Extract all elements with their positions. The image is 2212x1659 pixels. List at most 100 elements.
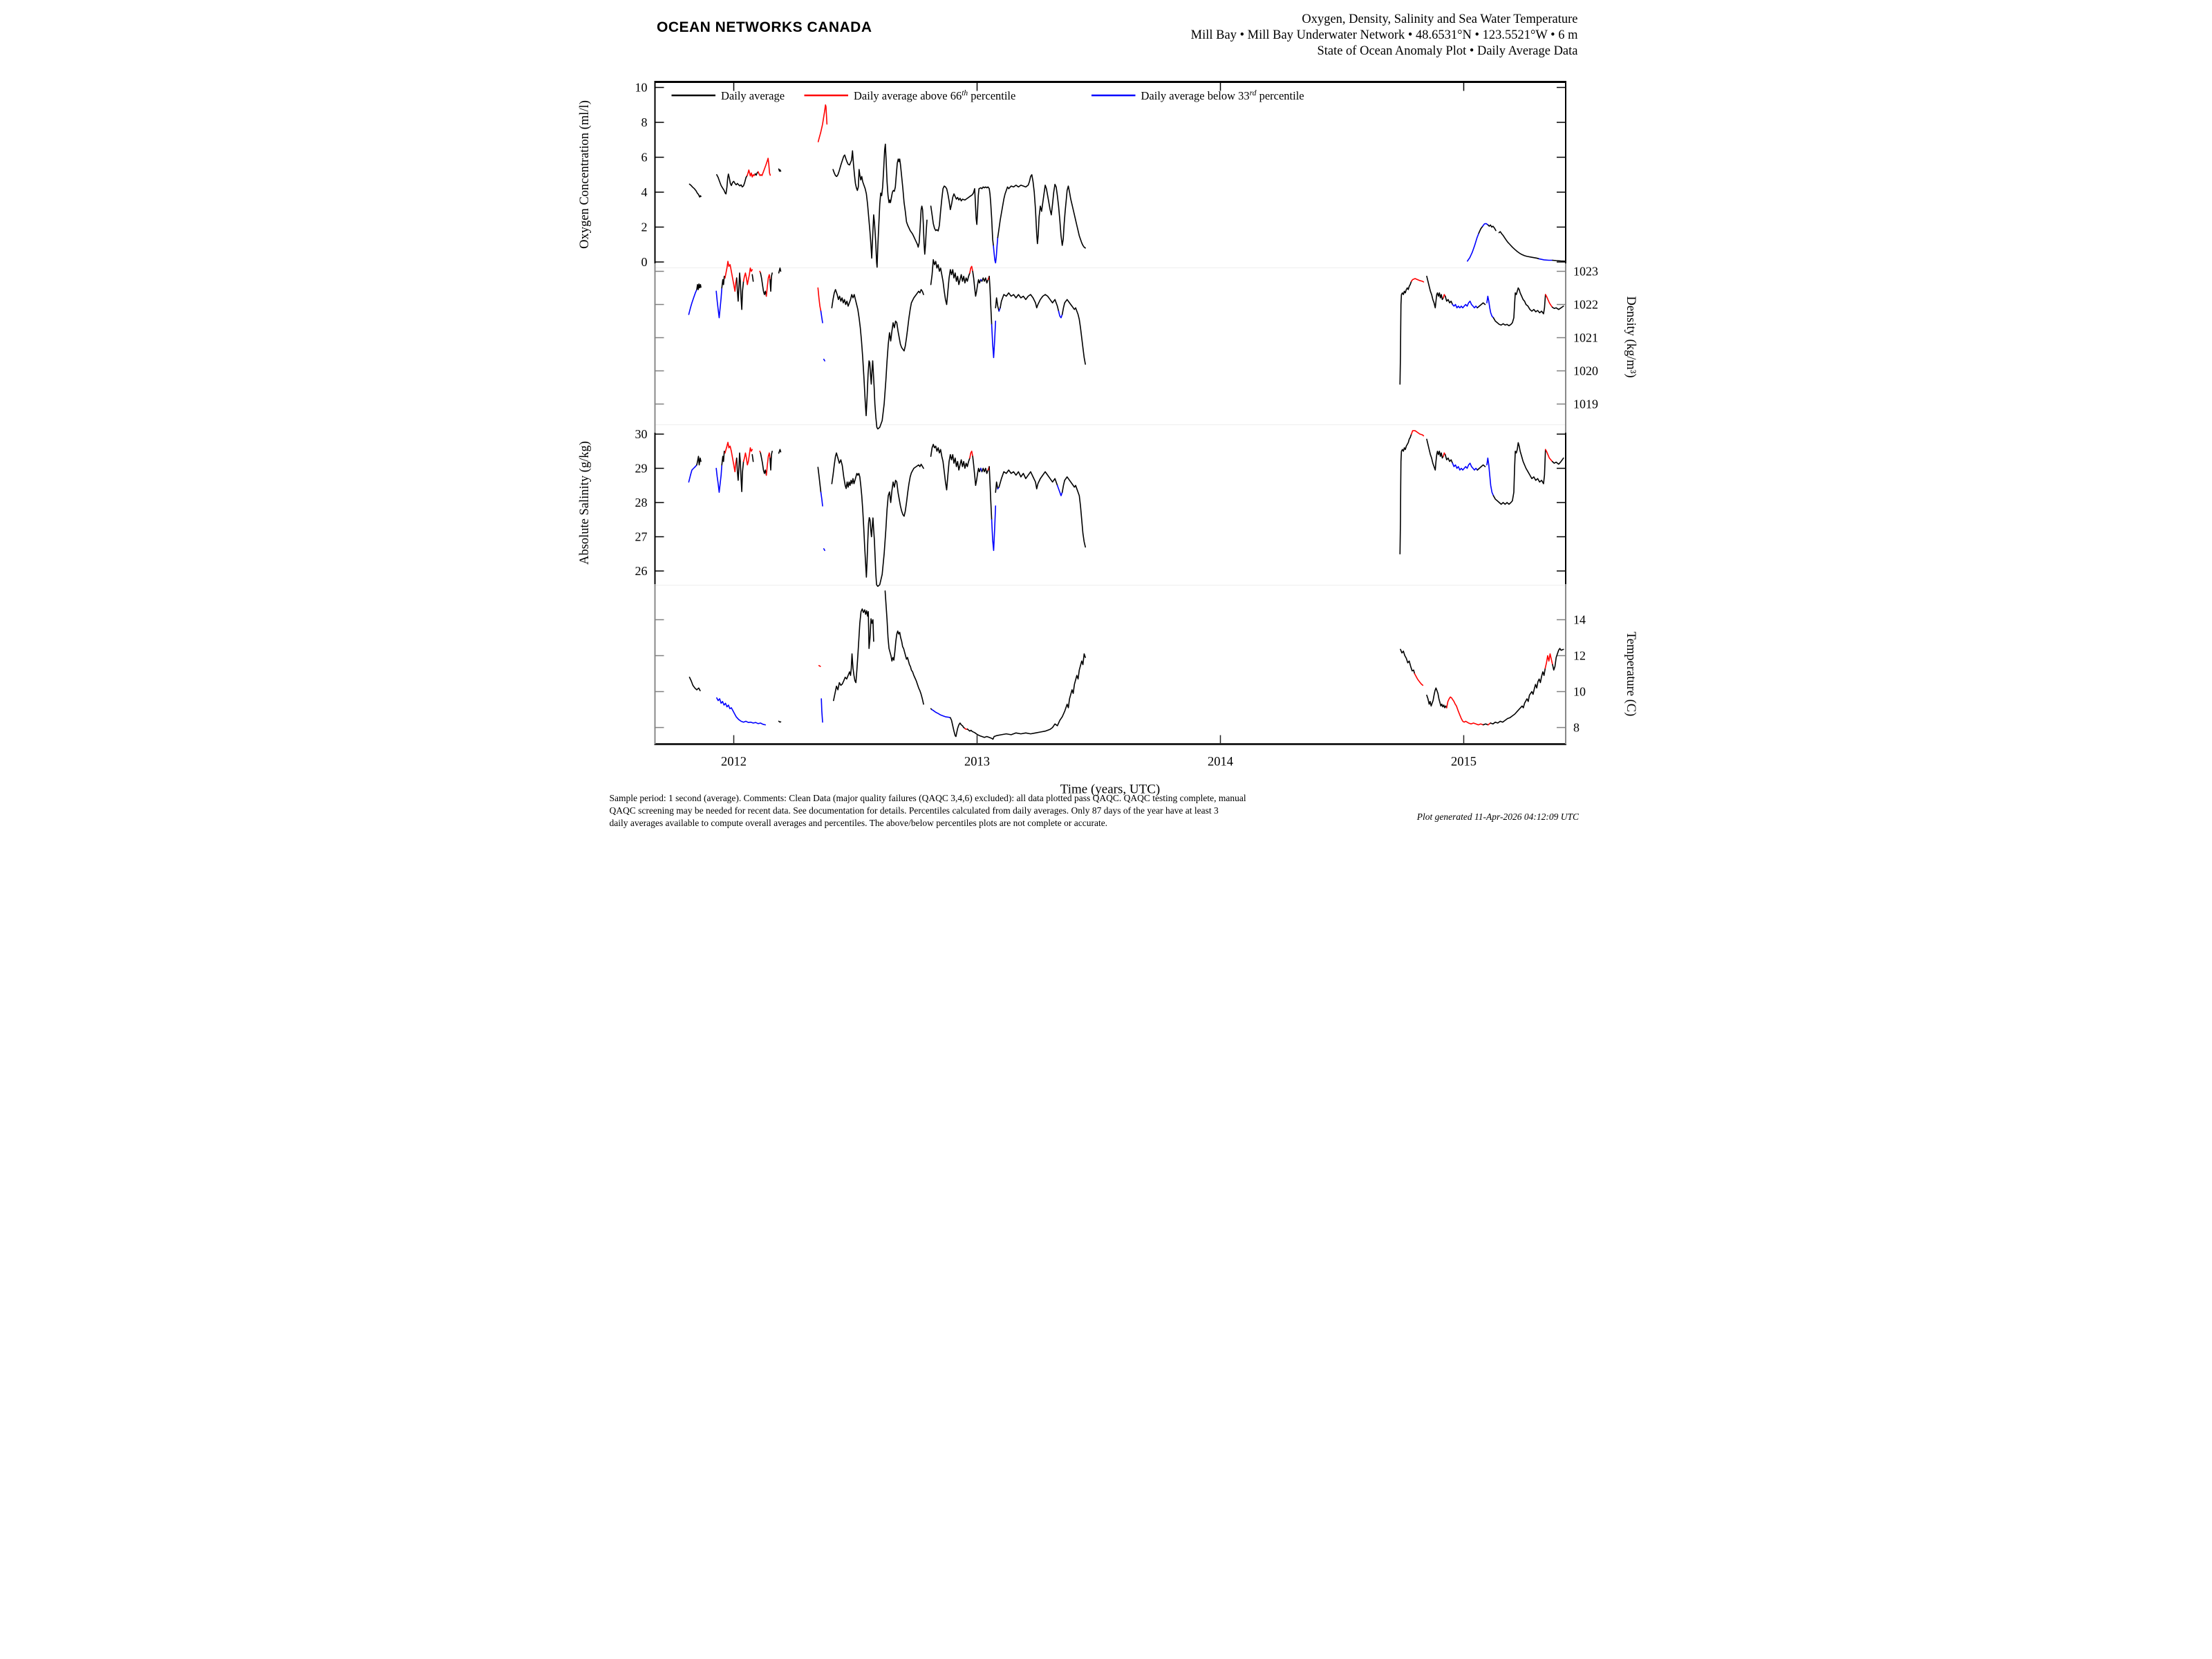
density-series-segment [995, 297, 1000, 312]
ocean-anomaly-screenshot: OCEAN NETWORKS CANADA Oxygen, Density, S… [553, 0, 1659, 830]
salinity-series-segment [760, 452, 767, 476]
time-axis-label: Time (years, UTC) [1060, 782, 1160, 797]
density-series-segment [991, 320, 997, 359]
oxygen-series-segment [716, 173, 748, 195]
onc-logo: OCEAN NETWORKS CANADA [657, 19, 872, 35]
temperature-series-segment [1490, 667, 1546, 725]
salinity-tick-label: 28 [635, 496, 648, 509]
footer-line2: QAQC screening may be needed for recent … [610, 805, 1219, 816]
plot-frame [654, 81, 1566, 745]
title-line2: Mill Bay • Mill Bay Underwater Network •… [1191, 28, 1578, 42]
oxygen-series-segment [1467, 232, 1480, 262]
oxygen-series-segment [993, 236, 999, 264]
plot-background [553, 0, 1659, 830]
oxygen-tick-label: 2 [641, 221, 648, 234]
density-series-segment [696, 283, 702, 290]
oxygen-series-segment [688, 183, 702, 198]
oxygen-series-segment [817, 104, 828, 142]
density-tick-label: 1023 [1573, 265, 1598, 279]
oxygen-series-segment [757, 158, 771, 176]
salinity-series-segment [817, 467, 822, 493]
salinity-series-segment [1452, 462, 1478, 471]
density-series-segment [765, 274, 771, 297]
oxygen-tick-label: 0 [641, 255, 648, 269]
data-series [688, 104, 1566, 740]
density-series-segment [688, 289, 697, 315]
salinity-series-segment [991, 505, 997, 552]
oxygen-series-segment [1538, 258, 1553, 261]
salinity-series-segment [724, 442, 738, 473]
density-series-segment [820, 310, 823, 324]
density-tick-label: 1019 [1573, 397, 1598, 411]
salinity-series-segment [696, 456, 702, 466]
temperature-series-segment [821, 698, 823, 723]
oxygen-axis-label: Oxygen Concentration (ml/l) [578, 100, 592, 249]
salinity-series-segment [981, 467, 989, 474]
salinity-series-segment [778, 449, 782, 454]
density-series-segment [981, 277, 989, 284]
salinity-series-segment [1544, 449, 1553, 462]
salinity-series-segment [751, 453, 754, 462]
oxygen-tick-label: 6 [641, 151, 648, 165]
salinity-series-segment [1444, 453, 1454, 464]
salinity-series-segment [820, 491, 823, 507]
tick-labels: 2012 2013 2014 2015 10 8 6 4 2 0 1023 1022 1021 1020 1… [635, 81, 1599, 769]
density-series-segment [724, 261, 738, 292]
density-series-segment [1477, 302, 1486, 309]
salinity-tick-label: 29 [635, 462, 648, 476]
temperature-series-segment [1414, 673, 1424, 686]
density-series-segment [1061, 299, 1086, 365]
oxygen-series-segment [1482, 223, 1489, 227]
density-series-segment [735, 272, 744, 310]
temperature-series-segment [1400, 648, 1416, 675]
density-series-segment [1058, 310, 1063, 319]
oxygen-tick-label: 8 [641, 115, 648, 129]
density-series-segment [1544, 294, 1553, 308]
density-series-segment [1492, 287, 1546, 327]
oxygen-tick-label: 10 [635, 81, 648, 95]
density-series-segment [760, 272, 767, 297]
salinity-series-segment [831, 452, 924, 588]
footer-line1: Sample period: 1 second (average). Comme… [610, 793, 1246, 803]
density-axis-label: Density (kg/m³) [1624, 296, 1638, 377]
temperature-tick-label: 14 [1573, 613, 1586, 627]
temperature-series-segment [688, 676, 701, 692]
salinity-axis-label: Absolute Salinity (g/kg) [578, 441, 592, 565]
salinity-series-segment [721, 450, 726, 466]
temperature-tick-label: 12 [1573, 649, 1586, 663]
salinity-series-segment [1477, 464, 1486, 471]
oxygen-tick-label: 4 [641, 185, 648, 199]
oxygen-series-segment [997, 174, 1086, 249]
oxygen-series-segment [1498, 231, 1540, 260]
density-series-segment [969, 265, 973, 274]
salinity-series-segment [765, 452, 771, 476]
year-tick-label: 2012 [721, 756, 747, 769]
temperature-series-segment [778, 720, 782, 723]
density-series-segment [831, 289, 924, 430]
salinity-series-segment [969, 450, 973, 459]
density-series-segment [823, 358, 825, 362]
density-tick-label: 1021 [1573, 331, 1598, 345]
salinity-series-segment [988, 466, 993, 521]
density-series-segment [715, 287, 723, 319]
density-tick-label: 1020 [1573, 364, 1598, 378]
year-tick-label: 2015 [1451, 756, 1477, 769]
density-series-segment [1411, 278, 1425, 283]
density-series-segment [1399, 281, 1412, 385]
temperature-series-segment [1552, 648, 1564, 671]
salinity-series-segment [1426, 438, 1444, 471]
salinity-series-segment [823, 548, 825, 552]
temperature-series-segment [884, 590, 924, 705]
temperature-series-segment [1426, 687, 1447, 709]
density-series-segment [1551, 306, 1564, 310]
oxygen-series-segment [1487, 224, 1497, 232]
salinity-series-segment [930, 444, 971, 491]
salinity-series-segment [715, 464, 723, 493]
salinity-tick-label: 27 [635, 530, 648, 544]
legend-label-daily: Daily average [721, 89, 785, 102]
temperature-series-segment [1544, 653, 1553, 669]
density-series-segment [930, 259, 971, 306]
density-series-segment [988, 275, 993, 326]
temperature-tick-label: 10 [1573, 685, 1586, 699]
density-series-segment [778, 267, 782, 274]
